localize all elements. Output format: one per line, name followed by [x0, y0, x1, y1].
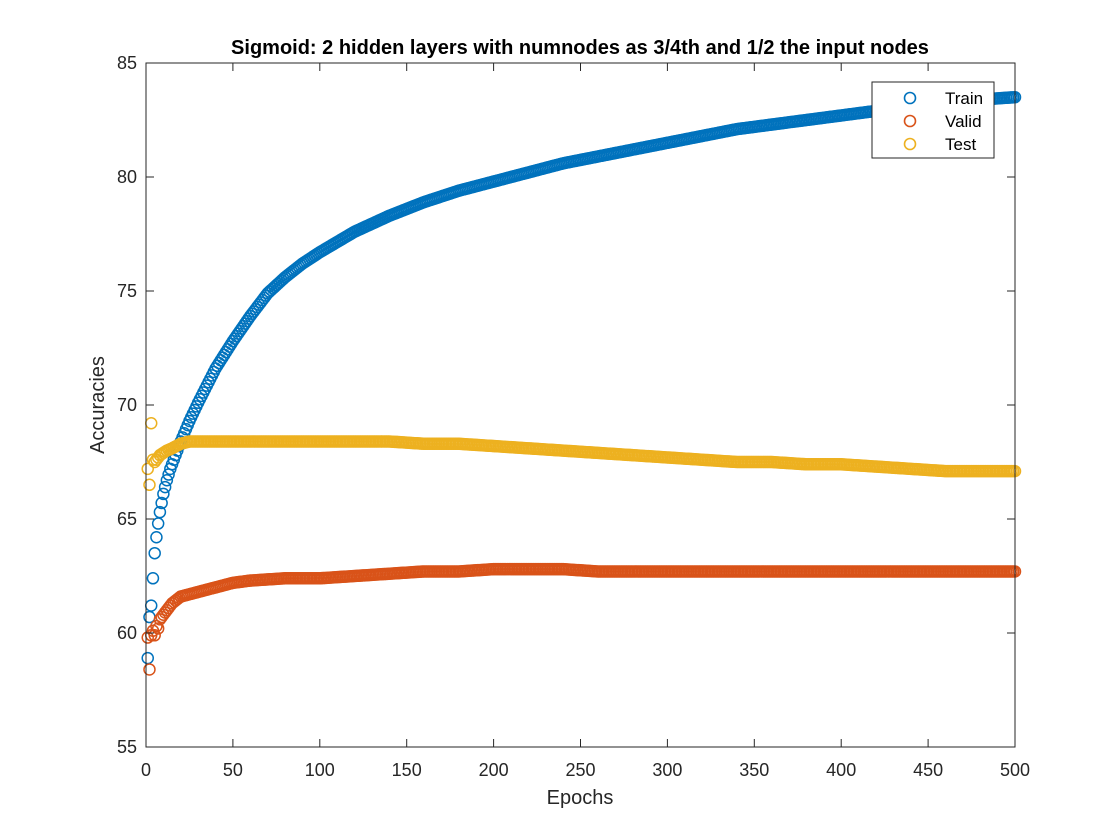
data-point-train: [158, 480, 172, 494]
legend-label-valid: Valid: [945, 112, 982, 131]
x-tick-label: 300: [652, 760, 682, 780]
data-point-train: [146, 572, 160, 585]
x-tick-label: 100: [305, 760, 335, 780]
y-tick-label: 65: [117, 509, 137, 529]
data-point-train: [157, 487, 170, 501]
legend-box: [871, 81, 995, 159]
data-layer: [141, 90, 1022, 676]
data-point-test: [141, 462, 154, 476]
x-tick-label: 250: [565, 760, 595, 780]
y-tick-label: 60: [117, 623, 137, 643]
y-tick-label: 55: [117, 737, 137, 757]
y-tick-label: 85: [117, 53, 137, 73]
data-point-train: [153, 505, 167, 519]
data-point-train: [150, 530, 163, 544]
series-train: [141, 90, 1022, 665]
x-tick-label: 500: [1000, 760, 1030, 780]
legend-marker-train: [903, 91, 917, 105]
data-point-valid: [151, 622, 165, 635]
y-tick-label: 70: [117, 395, 137, 415]
ticks-layer: 0 50 100 150 200 250 300 350 400 450 500 55 60 65 70 75…: [117, 53, 1030, 780]
x-axis-label: Epochs: [547, 787, 614, 809]
legend-label-test: Test: [945, 135, 976, 154]
data-point-valid: [143, 663, 156, 676]
x-tick-label: 450: [913, 760, 943, 780]
legend-label-train: Train: [945, 89, 983, 108]
chart-title: Sigmoid: 2 hidden layers with numnodes a…: [231, 37, 929, 59]
y-tick-label: 75: [117, 281, 137, 301]
data-point-train: [160, 473, 174, 487]
data-point-valid: [150, 619, 163, 633]
data-point-test: [143, 478, 156, 492]
y-tick-label: 80: [117, 167, 137, 187]
legend-marker-test: [903, 137, 917, 151]
x-tick-label: 400: [826, 760, 856, 780]
y-axis-label: Accuracies: [87, 356, 109, 454]
x-tick-label: 50: [223, 760, 243, 780]
legend: Train Valid Test: [871, 81, 995, 159]
series-valid: [141, 562, 1022, 676]
data-point-train: [155, 496, 168, 510]
series-test: [141, 416, 1022, 492]
x-tick-label: 150: [392, 760, 422, 780]
data-point-train: [148, 546, 161, 560]
x-tick-label: 0: [141, 760, 151, 780]
legend-marker-valid: [903, 114, 917, 128]
x-tick-label: 350: [739, 760, 769, 780]
x-tick-label: 200: [479, 760, 509, 780]
data-point-valid: [148, 629, 161, 642]
